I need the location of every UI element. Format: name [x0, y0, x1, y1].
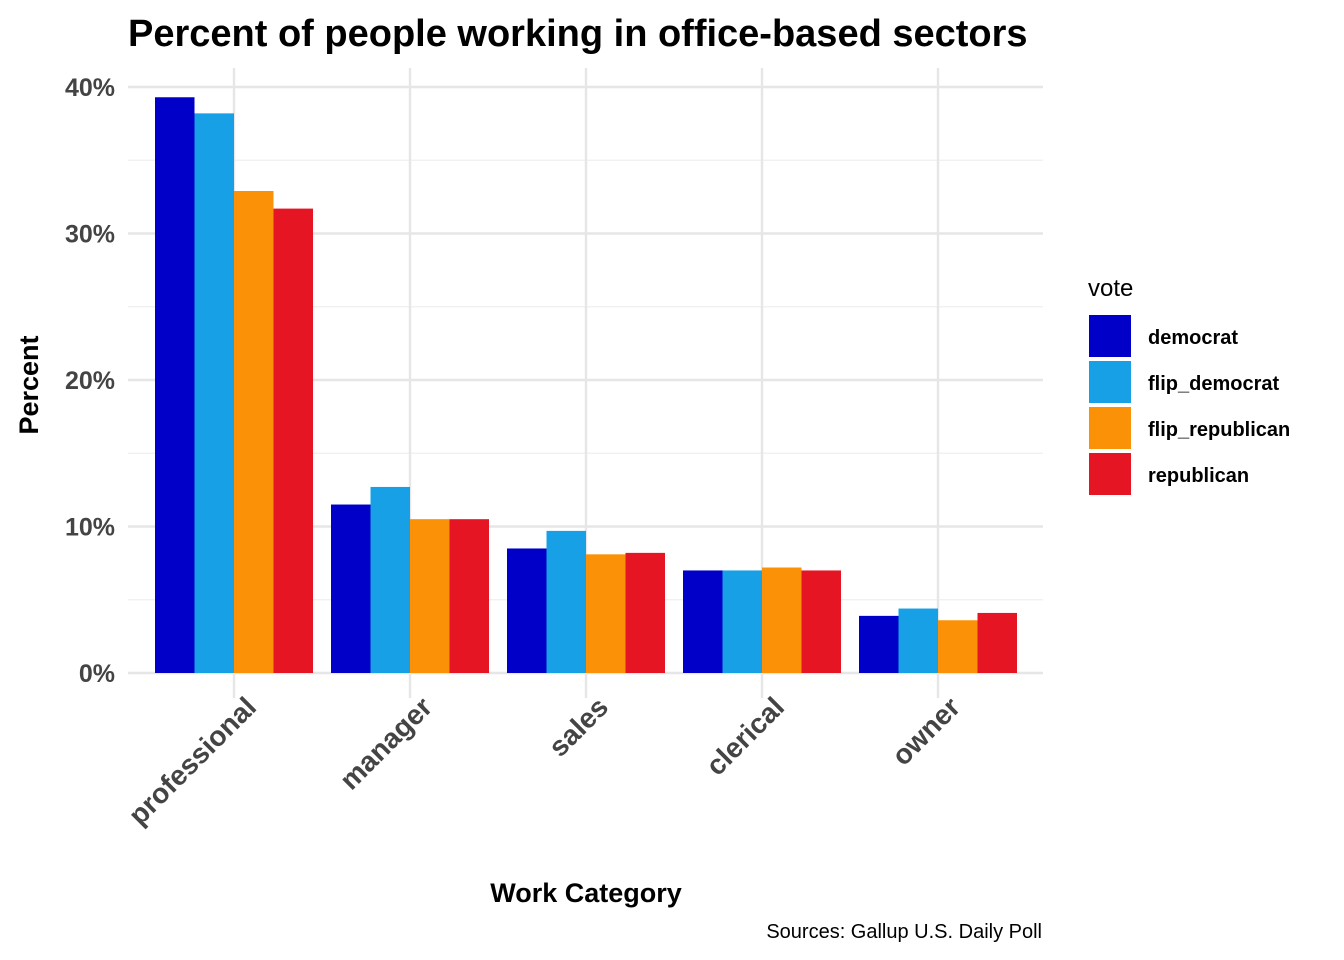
y-tick-label: 0% — [79, 660, 115, 688]
legend-label-flip_republican: flip_republican — [1148, 419, 1290, 441]
legend-title: vote — [1088, 275, 1133, 302]
legend-label-flip_democrat: flip_democrat — [1148, 373, 1279, 395]
bar-democrat-sales — [507, 548, 547, 673]
y-tick-label: 30% — [65, 221, 115, 249]
x-axis-title: Work Category — [490, 878, 682, 908]
y-tick-label: 40% — [65, 74, 115, 102]
legend-key-democrat — [1089, 315, 1131, 357]
bar-flip_democrat-owner — [898, 608, 938, 673]
bar-republican-manager — [449, 519, 489, 673]
bar-flip_republican-professional — [234, 191, 274, 673]
chart-title: Percent of people working in office-base… — [128, 13, 1028, 55]
bar-flip_republican-manager — [410, 519, 450, 673]
y-axis-title: Percent — [14, 335, 44, 434]
x-tick-label: clerical — [700, 691, 790, 781]
bar-flip_republican-sales — [586, 554, 626, 673]
bar-flip_democrat-professional — [194, 113, 234, 674]
x-tick-label: professional — [122, 691, 262, 831]
bar-republican-professional — [273, 208, 313, 673]
bar-democrat-clerical — [683, 570, 723, 673]
bar-republican-owner — [977, 612, 1017, 673]
legend-key-flip_democrat — [1089, 361, 1131, 403]
bar-flip_democrat-sales — [546, 530, 586, 673]
bar-flip_democrat-manager — [370, 486, 410, 673]
bar-democrat-manager — [331, 504, 371, 673]
bar-democrat-owner — [859, 615, 899, 673]
bars — [155, 97, 1017, 674]
x-tick-label: sales — [543, 691, 614, 762]
legend: vote democrat flip_democrat flip_republica… — [1088, 275, 1290, 495]
legend-key-republican — [1089, 453, 1131, 495]
y-tick-label: 20% — [65, 367, 115, 395]
legend-key-flip_republican — [1089, 407, 1131, 449]
bar-flip_republican-owner — [938, 620, 978, 673]
legend-label-republican: republican — [1148, 465, 1249, 487]
x-axis-ticks: professional manager sales clerical owner — [122, 691, 966, 831]
caption: Sources: Gallup U.S. Daily Poll — [766, 921, 1042, 943]
x-tick-label: owner — [886, 691, 966, 771]
y-axis-ticks: 0% 10% 20% 30% 40% — [65, 74, 115, 688]
y-tick-label: 10% — [65, 514, 115, 542]
bar-flip_democrat-clerical — [722, 570, 762, 673]
bar-republican-clerical — [801, 570, 841, 673]
legend-label-democrat: democrat — [1148, 327, 1238, 349]
x-tick-label: manager — [334, 691, 439, 796]
bar-republican-sales — [625, 552, 665, 673]
bar-democrat-professional — [155, 97, 195, 673]
bar-flip_republican-clerical — [762, 567, 802, 673]
